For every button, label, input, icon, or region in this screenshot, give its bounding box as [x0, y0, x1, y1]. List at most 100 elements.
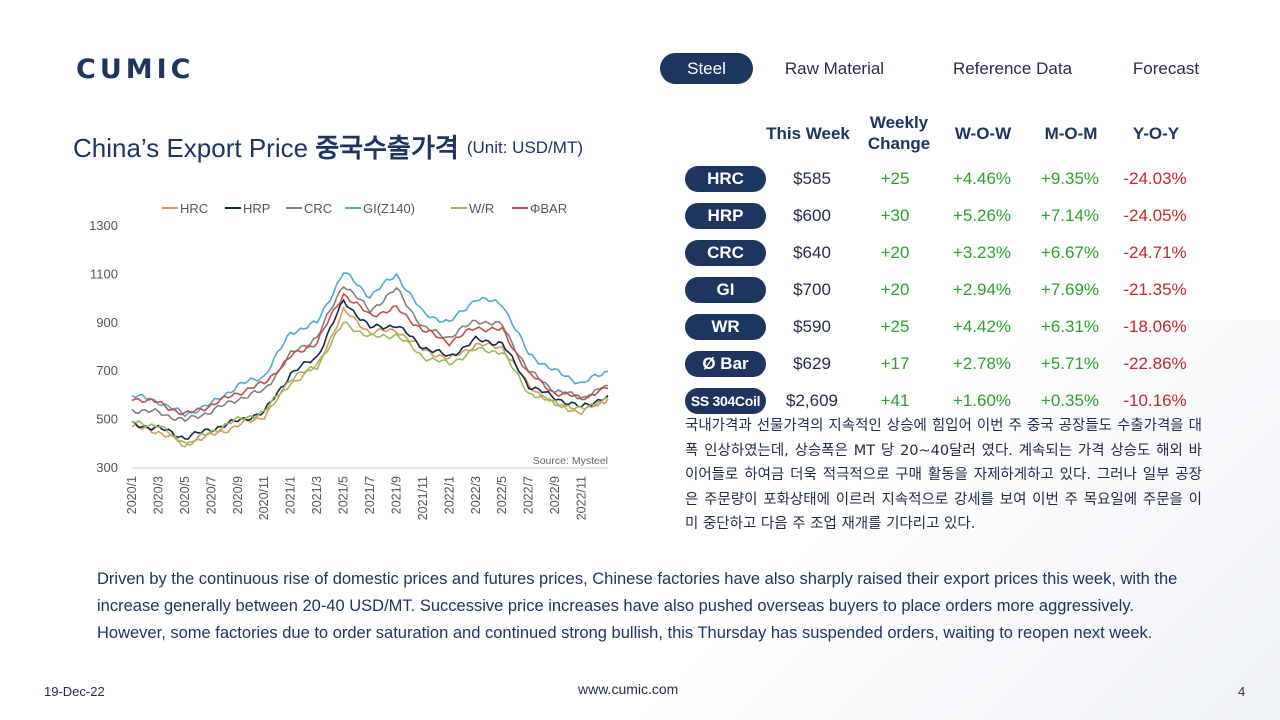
- cumic-logo: CUMIC: [76, 54, 195, 85]
- y-tick-label: 700: [96, 363, 118, 378]
- yoy-cell: -24.71%: [1123, 243, 1187, 262]
- mom-cell: +6.31%: [1040, 317, 1100, 336]
- x-tick-label: 2021/9: [389, 476, 403, 514]
- wow-cell: +4.46%: [952, 169, 1012, 188]
- price-cell: $2,609: [786, 391, 838, 410]
- x-tick-label: 2021/1: [284, 476, 298, 514]
- legend-label: HRP: [243, 201, 270, 216]
- x-tick-label: 2020/3: [151, 476, 165, 514]
- change-cell: +20: [880, 243, 910, 262]
- title-unit: (Unit: USD/MT): [466, 138, 583, 157]
- series-line-hrc: [131, 306, 609, 446]
- series-line-wr: [131, 321, 609, 448]
- change-cell: +17: [880, 354, 910, 373]
- x-tick-label: 2022/3: [469, 476, 483, 514]
- legend-label: ΦBAR: [530, 201, 567, 216]
- product-pill: GI: [685, 277, 766, 303]
- series-line-hrp: [131, 298, 609, 440]
- english-commentary: Driven by the continuous rise of domesti…: [97, 570, 1178, 642]
- tab-reference-data[interactable]: Reference Data: [952, 59, 1073, 78]
- table-row-hrp: HRP $600 +30 +5.26% +7.14% -24.05%: [685, 203, 1205, 229]
- wow-cell: +2.78%: [952, 354, 1012, 373]
- header-weekly-change: Weekly Change: [862, 112, 936, 154]
- x-tick-label: 2020/7: [204, 476, 218, 514]
- tab-raw-material[interactable]: Raw Material: [784, 59, 885, 78]
- x-tick-label: 2021/3: [310, 476, 324, 514]
- y-tick-label: 500: [96, 412, 118, 427]
- chart-source: Source: Mysteel: [533, 455, 608, 467]
- x-tick-label: 2022/7: [522, 476, 536, 514]
- y-tick-label: 300: [96, 460, 118, 475]
- y-tick-label: 1300: [89, 218, 118, 233]
- tab-steel[interactable]: Steel: [660, 53, 753, 84]
- mom-cell: +7.14%: [1040, 206, 1100, 225]
- y-tick-label: 1100: [90, 266, 118, 281]
- footer-url[interactable]: www.cumic.com: [578, 681, 679, 697]
- x-tick-label: 2022/11: [575, 476, 589, 520]
- header-mom: M-O-M: [1044, 124, 1098, 143]
- korean-commentary: 국내가격과 선물가격의 지속적인 상승에 힘입어 이번 주 중국 공장들도 수출…: [685, 418, 1202, 533]
- header-wow: W-O-W: [954, 124, 1012, 143]
- series-line-bar: [131, 292, 609, 416]
- change-cell: +20: [880, 280, 910, 299]
- yoy-cell: -10.16%: [1123, 391, 1187, 410]
- legend-label: GI(Z140): [363, 201, 415, 216]
- mom-cell: +9.35%: [1040, 169, 1100, 188]
- price-cell: $700: [793, 280, 831, 299]
- product-pill: HRC: [685, 166, 766, 192]
- change-cell: +25: [880, 169, 910, 188]
- footer-date: 19-Dec-22: [44, 684, 105, 699]
- series-line-giz140: [131, 272, 609, 418]
- table-row-wr: WR $590 +25 +4.42% +6.31% -18.06%: [685, 314, 1205, 340]
- mom-cell: +0.35%: [1040, 391, 1100, 410]
- table-row-bar: Ø Bar $629 +17 +2.78% +5.71% -22.86%: [685, 351, 1205, 377]
- x-tick-label: 2022/9: [548, 476, 562, 514]
- title-english: China’s Export Price: [73, 133, 316, 163]
- legend-label: W/R: [469, 201, 494, 216]
- price-cell: $629: [793, 354, 831, 373]
- tab-forecast[interactable]: Forecast: [1132, 59, 1200, 78]
- background-wash: [580, 320, 1280, 720]
- header-this-week: This Week: [766, 124, 850, 143]
- yoy-cell: -24.05%: [1123, 206, 1187, 225]
- export-price-chart: 300 500 700 900 1100 1300 2020/1 2020/3 2020/5 20…: [89, 201, 609, 520]
- product-pill: SS 304Coil: [685, 388, 766, 414]
- table-row-crc: CRC $640 +20 +3.23% +6.67% -24.71%: [685, 240, 1205, 266]
- x-tick-label: 2021/7: [363, 476, 377, 514]
- product-pill: HRP: [685, 203, 766, 229]
- x-tick-label: 2020/9: [231, 476, 245, 514]
- table-row-hrc: HRC $585 +25 +4.46% +9.35% -24.03%: [685, 166, 1205, 192]
- change-cell: +41: [880, 391, 910, 410]
- price-cell: $640: [793, 243, 831, 262]
- x-tick-label: 2020/1: [125, 476, 139, 514]
- product-pill: CRC: [685, 240, 766, 266]
- legend-label: CRC: [304, 201, 332, 216]
- yoy-cell: -18.06%: [1123, 317, 1187, 336]
- x-tick-label: 2020/5: [178, 476, 192, 514]
- price-cell: $600: [793, 206, 831, 225]
- wow-cell: +5.26%: [952, 206, 1012, 225]
- page-number: 4: [1238, 684, 1246, 699]
- yoy-cell: -24.03%: [1123, 169, 1187, 188]
- mom-cell: +7.69%: [1040, 280, 1100, 299]
- wow-cell: +4.42%: [952, 317, 1012, 336]
- wow-cell: +2.94%: [952, 280, 1012, 299]
- legend-label: HRC: [180, 201, 208, 216]
- yoy-cell: -21.35%: [1123, 280, 1187, 299]
- price-cell: $590: [793, 317, 831, 336]
- wow-cell: +3.23%: [952, 243, 1012, 262]
- x-tick-label: 2021/11: [416, 476, 430, 520]
- change-cell: +30: [880, 206, 910, 225]
- y-tick-label: 900: [96, 315, 118, 330]
- table-row-gi: GI $700 +20 +2.94% +7.69% -21.35%: [685, 277, 1205, 303]
- title-korean: 중국수출가격: [315, 134, 459, 164]
- header-weekly: Weekly: [869, 113, 929, 132]
- price-cell: $585: [793, 169, 831, 188]
- header-yoy: Y-O-Y: [1132, 124, 1180, 143]
- yoy-cell: -22.86%: [1123, 354, 1187, 373]
- mom-cell: +6.67%: [1040, 243, 1100, 262]
- x-tick-label: 2020/11: [257, 476, 271, 520]
- product-pill: Ø Bar: [685, 351, 766, 377]
- x-tick-label: 2022/1: [442, 476, 456, 514]
- change-cell: +25: [880, 317, 910, 336]
